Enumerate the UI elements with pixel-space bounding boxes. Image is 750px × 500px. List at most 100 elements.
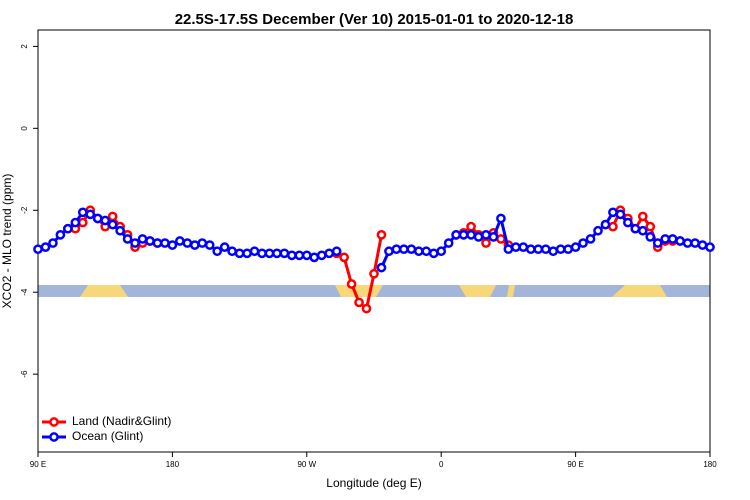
legend-label: Land (Nadir&Glint) [72, 414, 171, 428]
data-point [242, 248, 252, 259]
data-point [130, 238, 140, 248]
data-point [630, 223, 641, 234]
data-point [481, 238, 491, 248]
data-point [518, 242, 529, 252]
data-point [570, 242, 581, 252]
data-point [227, 246, 237, 257]
data-point [428, 248, 439, 259]
data-point [92, 213, 103, 224]
surface-strip [38, 285, 710, 297]
data-point [145, 236, 155, 246]
y-tick-label: -2 [20, 206, 29, 214]
data-point [458, 230, 469, 240]
data-point [540, 244, 551, 255]
y-tick-label: -4 [20, 288, 29, 296]
data-point [189, 240, 200, 250]
data-point [40, 242, 51, 252]
data-point [563, 244, 573, 255]
data-point [264, 248, 275, 259]
data-point [279, 248, 290, 259]
data-point [122, 234, 133, 244]
data-point [115, 225, 125, 236]
data-point [48, 238, 58, 248]
data-point [376, 230, 387, 240]
data-point [33, 244, 43, 255]
data-point [667, 234, 678, 244]
data-point [637, 225, 648, 236]
data-point [331, 246, 342, 257]
data-point [152, 238, 163, 248]
data-point [160, 238, 170, 248]
data-point [615, 209, 626, 220]
data-point [496, 234, 506, 244]
data-point [249, 246, 260, 257]
data-point [608, 221, 618, 232]
data-point [391, 244, 402, 255]
data-point [451, 230, 461, 240]
legend-label: Ocean (Glint) [72, 429, 143, 443]
data-point [339, 252, 349, 263]
data-point [413, 246, 424, 257]
data-point [525, 244, 536, 255]
x-tick-label: 90 W [297, 460, 316, 469]
data-point [645, 232, 656, 242]
data-point [503, 244, 514, 255]
data-point [578, 238, 588, 248]
data-point [399, 244, 409, 255]
data-point [137, 234, 148, 244]
data-point [204, 240, 215, 250]
data-point [660, 234, 671, 244]
data-point [637, 211, 648, 222]
data-point [316, 250, 327, 261]
data-point [682, 238, 693, 248]
data-point [406, 244, 417, 255]
data-point [697, 240, 708, 250]
data-point [182, 238, 193, 248]
data-point [346, 279, 357, 289]
data-point [197, 238, 208, 248]
x-axis-title: Longitude (deg E) [326, 476, 421, 490]
data-point [257, 248, 267, 259]
data-point [287, 250, 297, 261]
data-point [301, 250, 312, 261]
data-point [100, 215, 111, 226]
data-point [384, 246, 394, 257]
data-point [63, 223, 73, 234]
y-axis-title: XCO2 - MLO trend (ppm) [0, 174, 14, 309]
data-point [443, 238, 454, 248]
data-point [585, 234, 596, 244]
x-tick-label: 90 E [30, 460, 46, 469]
data-point [212, 246, 223, 257]
plot-frame [37, 29, 711, 453]
x-tick-label: 180 [166, 460, 180, 469]
data-point [466, 230, 476, 240]
legend-marker [49, 417, 59, 427]
data-point [481, 230, 491, 240]
x-tick-label: 0 [439, 460, 444, 469]
data-point [85, 209, 96, 220]
data-point [600, 219, 611, 230]
x-tick-label: 180 [703, 460, 717, 469]
data-point [219, 242, 230, 252]
data-point [690, 238, 700, 248]
data-point [496, 213, 506, 224]
data-point [77, 217, 88, 228]
data-point [593, 225, 603, 236]
data-point [175, 236, 185, 246]
legend-marker [49, 432, 59, 442]
chart-title: 22.5S-17.5S December (Ver 10) 2015-01-01… [175, 11, 574, 28]
data-point [466, 221, 476, 232]
data-point [652, 238, 663, 248]
data-point [234, 248, 245, 259]
data-point [309, 252, 320, 263]
y-tick-label: -6 [20, 370, 29, 378]
data-point [361, 303, 372, 314]
data-point [533, 244, 544, 255]
y-tick-label: 0 [20, 126, 29, 131]
data-point [511, 242, 521, 252]
data-point [623, 217, 633, 228]
data-point [608, 207, 618, 218]
data-point [294, 250, 305, 261]
data-point [675, 236, 685, 246]
